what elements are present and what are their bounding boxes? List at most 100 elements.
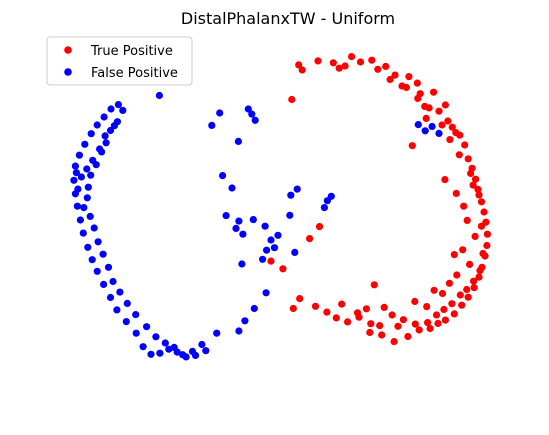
- point-true-positive: [306, 235, 314, 243]
- point-false-positive: [94, 238, 102, 246]
- point-true-positive: [440, 305, 448, 314]
- point-true-positive: [459, 246, 467, 254]
- point-true-positive: [315, 223, 324, 231]
- point-true-positive: [378, 331, 386, 339]
- point-false-positive: [76, 216, 84, 224]
- point-true-positive: [368, 56, 376, 64]
- point-true-positive: [475, 191, 483, 199]
- point-false-positive: [216, 109, 224, 117]
- point-true-positive: [323, 308, 331, 316]
- point-false-positive: [75, 151, 83, 159]
- point-false-positive: [259, 255, 267, 263]
- point-false-positive: [116, 288, 124, 296]
- point-true-positive: [415, 326, 423, 334]
- point-true-positive: [445, 279, 453, 287]
- point-true-positive: [480, 208, 488, 216]
- series-false-positive: [70, 91, 443, 361]
- point-false-positive: [93, 267, 101, 275]
- point-true-positive: [353, 309, 362, 317]
- point-false-positive: [81, 140, 89, 148]
- point-false-positive: [104, 263, 113, 271]
- legend-marker-false-positive: [64, 68, 72, 76]
- point-false-positive: [235, 217, 243, 225]
- point-false-positive: [232, 224, 240, 232]
- point-false-positive: [152, 333, 160, 341]
- point-false-positive: [156, 349, 164, 357]
- point-false-positive: [84, 183, 92, 191]
- point-false-positive: [106, 126, 115, 135]
- point-true-positive: [390, 338, 398, 346]
- legend-label-false-positive: False Positive: [91, 66, 178, 81]
- point-true-positive: [441, 101, 449, 109]
- point-false-positive: [147, 350, 155, 358]
- point-true-positive: [471, 232, 479, 240]
- point-false-positive: [262, 289, 270, 297]
- point-true-positive: [356, 58, 365, 66]
- point-true-positive: [435, 107, 443, 115]
- point-true-positive: [477, 198, 486, 206]
- point-true-positive: [452, 189, 460, 197]
- point-false-positive: [113, 306, 121, 314]
- point-false-positive: [219, 172, 227, 180]
- point-true-positive: [405, 73, 413, 81]
- point-false-positive: [107, 105, 115, 113]
- point-false-positive: [235, 327, 243, 335]
- point-true-positive: [430, 286, 438, 294]
- point-false-positive: [238, 260, 246, 268]
- point-false-positive: [435, 129, 443, 137]
- point-false-positive: [84, 243, 92, 251]
- point-false-positive: [119, 106, 127, 114]
- point-true-positive: [296, 295, 304, 303]
- point-true-positive: [399, 316, 407, 324]
- point-true-positive: [456, 131, 464, 139]
- point-true-positive: [432, 311, 441, 319]
- chart-title: DistalPhalanxTW - Uniform: [181, 9, 395, 28]
- point-true-positive: [453, 271, 461, 279]
- point-false-positive: [261, 222, 269, 230]
- point-true-positive: [382, 62, 390, 70]
- point-false-positive: [270, 244, 279, 252]
- point-false-positive: [71, 162, 79, 170]
- point-true-positive: [329, 59, 337, 67]
- point-false-positive: [79, 229, 87, 237]
- point-true-positive: [344, 318, 352, 326]
- point-true-positive: [341, 62, 349, 70]
- point-true-positive: [475, 273, 483, 281]
- point-false-positive: [250, 304, 258, 313]
- point-true-positive: [366, 328, 374, 337]
- point-false-positive: [132, 329, 140, 337]
- point-false-positive: [106, 293, 115, 302]
- point-false-positive: [100, 113, 108, 121]
- point-true-positive: [295, 61, 303, 69]
- point-true-positive: [426, 324, 434, 333]
- point-true-positive: [444, 117, 452, 125]
- point-true-positive: [438, 289, 447, 298]
- point-false-positive: [222, 212, 230, 220]
- point-true-positive: [472, 175, 480, 183]
- point-true-positive: [470, 284, 478, 292]
- point-true-positive: [450, 310, 458, 318]
- point-false-positive: [286, 211, 294, 219]
- point-false-positive: [74, 185, 82, 193]
- point-false-positive: [414, 121, 422, 129]
- point-false-positive: [234, 137, 242, 145]
- point-true-positive: [348, 53, 356, 61]
- point-false-positive: [267, 236, 275, 244]
- point-false-positive: [155, 91, 163, 100]
- point-false-positive: [161, 339, 169, 347]
- point-true-positive: [413, 79, 421, 87]
- point-true-positive: [362, 305, 370, 313]
- point-true-positive: [446, 136, 454, 144]
- point-false-positive: [208, 121, 216, 129]
- point-true-positive: [464, 293, 472, 301]
- point-false-positive: [77, 173, 85, 181]
- point-false-positive: [122, 318, 130, 326]
- point-false-positive: [202, 347, 210, 355]
- point-false-positive: [170, 343, 178, 351]
- point-true-positive: [422, 114, 430, 122]
- point-true-positive: [469, 181, 477, 189]
- point-true-positive: [483, 230, 491, 238]
- point-false-positive: [293, 185, 301, 193]
- point-true-positive: [430, 88, 438, 96]
